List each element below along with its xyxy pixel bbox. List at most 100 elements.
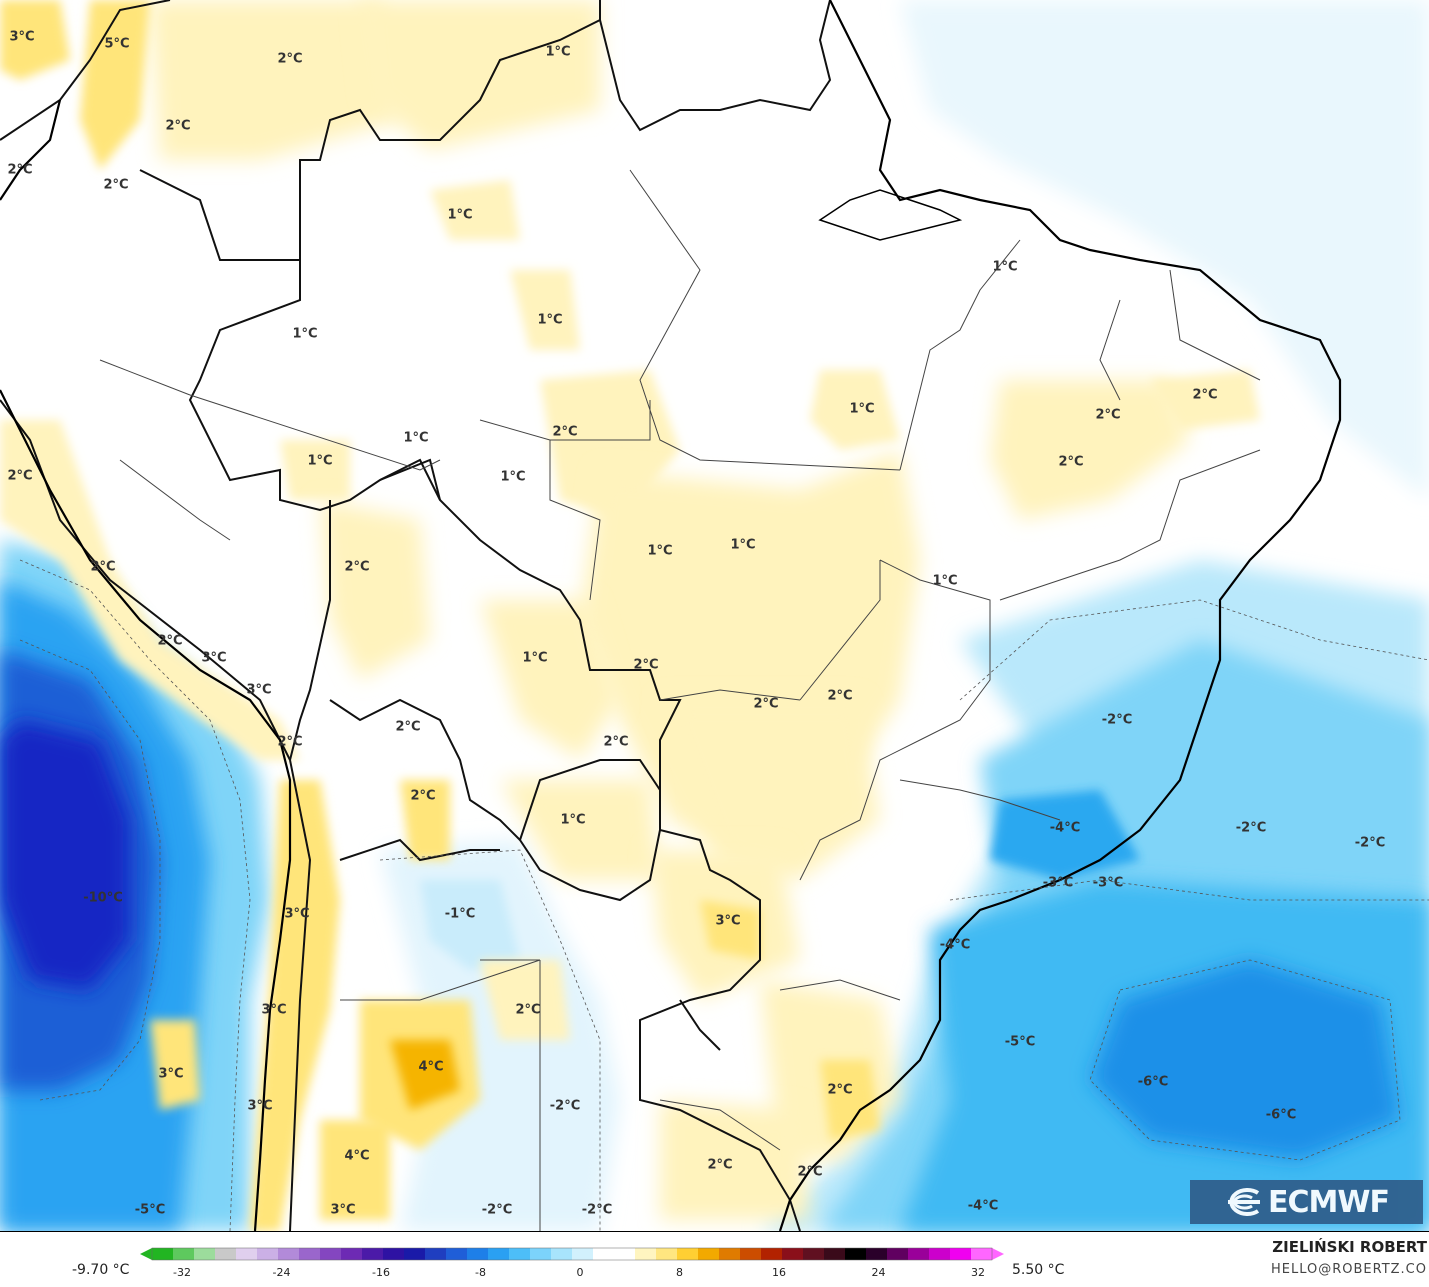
color-scale-cell bbox=[341, 1248, 363, 1260]
color-scale-cell bbox=[551, 1248, 573, 1260]
contour-label: 3°C bbox=[247, 1099, 272, 1114]
contour-label: 3°C bbox=[284, 907, 309, 922]
max-value-label: 5.50 °C bbox=[1012, 1262, 1065, 1278]
color-scale-cell bbox=[194, 1248, 216, 1260]
contour-label: 2°C bbox=[603, 735, 628, 750]
contour-label: 1°C bbox=[560, 813, 585, 828]
contour-label: 1°C bbox=[730, 538, 755, 553]
color-scale-cell bbox=[320, 1248, 342, 1260]
contour-label: 1°C bbox=[403, 431, 428, 446]
color-scale-arrow bbox=[992, 1248, 1004, 1260]
map-canvas: 3°C 5°C 2°C 1°C 2°C 2°C 2°C 1°C 1°C 1°C 1°C 2°C 1°C 2… bbox=[0, 0, 1429, 1231]
contour-label: 5°C bbox=[104, 37, 129, 52]
author-credit: ZIELIŃSKI ROBERT bbox=[1272, 1238, 1427, 1256]
contour-label: -4°C bbox=[968, 1199, 998, 1214]
color-scale-cell bbox=[803, 1248, 825, 1260]
color-scale-cell bbox=[908, 1248, 930, 1260]
contour-label: 2°C bbox=[797, 1165, 822, 1180]
contour-label: -2°C bbox=[550, 1099, 580, 1114]
contour-label: 2°C bbox=[552, 425, 577, 440]
contour-label: -2°C bbox=[582, 1203, 612, 1218]
contour-label: -5°C bbox=[1005, 1035, 1035, 1050]
contour-label: 1°C bbox=[849, 402, 874, 417]
color-scale-cell bbox=[656, 1248, 678, 1260]
contour-label: -6°C bbox=[1138, 1075, 1168, 1090]
contour-label: -2°C bbox=[1236, 821, 1266, 836]
color-scale-cell bbox=[824, 1248, 846, 1260]
color-scale-cell bbox=[362, 1248, 384, 1260]
contour-label: 3°C bbox=[261, 1003, 286, 1018]
coastline bbox=[0, 0, 1342, 1231]
contour-label: 3°C bbox=[158, 1067, 183, 1082]
color-scale-cell bbox=[488, 1248, 510, 1260]
color-scale-tick: 24 bbox=[872, 1266, 886, 1279]
author-email: HELLO@ROBERTZ.CO bbox=[1270, 1262, 1427, 1277]
contour-label: -2°C bbox=[1102, 713, 1132, 728]
color-scale-cell bbox=[425, 1248, 447, 1260]
color-scale-cell bbox=[509, 1248, 531, 1260]
color-scale-cell bbox=[383, 1248, 405, 1260]
contour-label: 3°C bbox=[246, 683, 271, 698]
contour-label: 2°C bbox=[1095, 408, 1120, 423]
color-scale-outline bbox=[151, 1247, 993, 1261]
color-scale-tick: -16 bbox=[372, 1266, 390, 1279]
color-scale-cell bbox=[236, 1248, 258, 1260]
contour-label: -4°C bbox=[940, 938, 970, 953]
color-scale-cell bbox=[467, 1248, 489, 1260]
contour-label: 2°C bbox=[707, 1158, 732, 1173]
contour-label: -4°C bbox=[1050, 821, 1080, 836]
anomaly-field bbox=[0, 0, 1429, 1231]
contour-label: -3°C bbox=[1093, 876, 1123, 891]
color-scale-cell bbox=[929, 1248, 951, 1260]
color-scale-cell bbox=[257, 1248, 279, 1260]
contour-label: -6°C bbox=[1266, 1108, 1296, 1123]
color-scale-arrow bbox=[140, 1248, 152, 1260]
contour-label: 1°C bbox=[500, 470, 525, 485]
contour-label: -1°C bbox=[445, 907, 475, 922]
contour-label: 2°C bbox=[515, 1003, 540, 1018]
color-scale-ticks: -32 -24 -16 -8 0 8 16 24 32 bbox=[173, 1266, 985, 1279]
contour-label: 2°C bbox=[7, 469, 32, 484]
min-value-label: -9.70 °C bbox=[72, 1262, 130, 1278]
color-scale-tick: 8 bbox=[676, 1266, 683, 1279]
contour-labels: 3°C 5°C 2°C 1°C 2°C 2°C 2°C 1°C 1°C 1°C 1°C 2°C 1°C 2… bbox=[7, 30, 1385, 1218]
contour-label: 1°C bbox=[522, 651, 547, 666]
contour-label: 3°C bbox=[9, 30, 34, 45]
contour-label: -3°C bbox=[1043, 876, 1073, 891]
ecmwf-mark-icon bbox=[1228, 1188, 1261, 1216]
state-borders bbox=[99, 169, 1261, 1231]
color-scale-cell bbox=[845, 1248, 867, 1260]
color-scale-cell bbox=[677, 1248, 699, 1260]
color-scale-cell bbox=[866, 1248, 888, 1260]
contour-lines bbox=[19, 559, 1429, 1231]
contour-label: 2°C bbox=[633, 658, 658, 673]
contour-label: 2°C bbox=[395, 720, 420, 735]
color-scale-cell bbox=[152, 1248, 174, 1260]
color-scale-cell bbox=[719, 1248, 741, 1260]
color-scale-bar: -32 -24 -16 -8 0 8 16 24 32 bbox=[140, 1247, 1004, 1279]
color-scale-cell bbox=[698, 1248, 720, 1260]
contour-label: 2°C bbox=[90, 560, 115, 575]
contour-label: 2°C bbox=[410, 789, 435, 804]
color-scale-cell bbox=[572, 1248, 594, 1260]
color-scale-tick: 16 bbox=[772, 1266, 786, 1279]
color-scale-tick: 0 bbox=[577, 1266, 584, 1279]
color-scale-cell bbox=[887, 1248, 909, 1260]
color-scale-cells bbox=[140, 1247, 1004, 1261]
color-scale-cell bbox=[950, 1248, 972, 1260]
contour-label: -2°C bbox=[1355, 836, 1385, 851]
contour-label: 2°C bbox=[827, 689, 852, 704]
color-scale-cell bbox=[971, 1248, 993, 1260]
contour-label: 2°C bbox=[1192, 388, 1217, 403]
contour-label: 3°C bbox=[201, 651, 226, 666]
color-scale-cell bbox=[782, 1248, 804, 1260]
color-scale-cell bbox=[299, 1248, 321, 1260]
color-scale-cell bbox=[215, 1248, 237, 1260]
contour-label: 4°C bbox=[344, 1149, 369, 1164]
contour-label: 1°C bbox=[545, 45, 570, 60]
color-scale-cell bbox=[635, 1248, 657, 1260]
contour-label: 2°C bbox=[753, 697, 778, 712]
color-scale-tick: -32 bbox=[173, 1266, 191, 1279]
color-scale-cell bbox=[614, 1248, 636, 1260]
contour-label: 1°C bbox=[537, 313, 562, 328]
